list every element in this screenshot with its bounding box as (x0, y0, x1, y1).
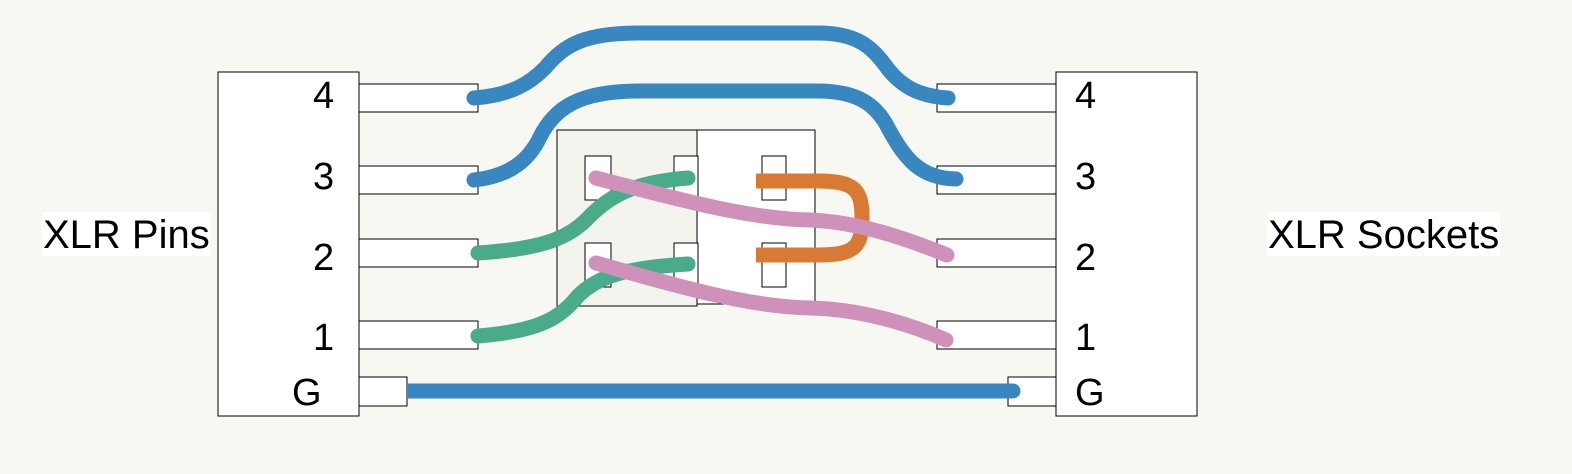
left-pin-1-tab (358, 320, 479, 350)
right-pin-1-tab (936, 320, 1057, 350)
wire-pin3-blue (466, 83, 964, 188)
wire-pin2-pink (588, 170, 955, 263)
right-connector: 4 3 2 1 G (936, 71, 1198, 417)
left-connector: 4 3 2 1 G (217, 71, 479, 417)
right-connector-label: XLR Sockets (1268, 213, 1499, 257)
right-pin-g-label: G (1075, 372, 1105, 414)
left-connector-body (217, 71, 360, 417)
left-label-bg (42, 212, 210, 256)
right-pin-3-label: 3 (1075, 156, 1096, 198)
left-pin-4-tab (358, 83, 479, 113)
left-pin-2-label: 2 (313, 237, 334, 279)
left-connector-label: XLR Pins (43, 213, 210, 257)
left-pin-g-label: G (292, 372, 322, 414)
right-pin-2-tab (936, 238, 1057, 268)
left-pin-4-label: 4 (313, 75, 334, 117)
left-pin-3-tab (358, 165, 479, 195)
right-pin-2-label: 2 (1075, 237, 1096, 279)
left-pin-1-label: 1 (313, 317, 334, 359)
left-pin-3-label: 3 (313, 156, 334, 198)
right-pin-1-label: 1 (1075, 317, 1096, 359)
wire-pin1-pink (588, 255, 954, 348)
right-pin-4-tab (936, 83, 1057, 113)
left-pin-g-tab (358, 376, 408, 407)
left-pin-2-tab (358, 238, 479, 268)
right-label-bg (1267, 212, 1500, 256)
wire-pin4-blue (466, 25, 956, 106)
right-pin-4-label: 4 (1075, 75, 1096, 117)
wire-pin2-green (470, 170, 696, 261)
wire-jumper-orange (756, 173, 870, 263)
